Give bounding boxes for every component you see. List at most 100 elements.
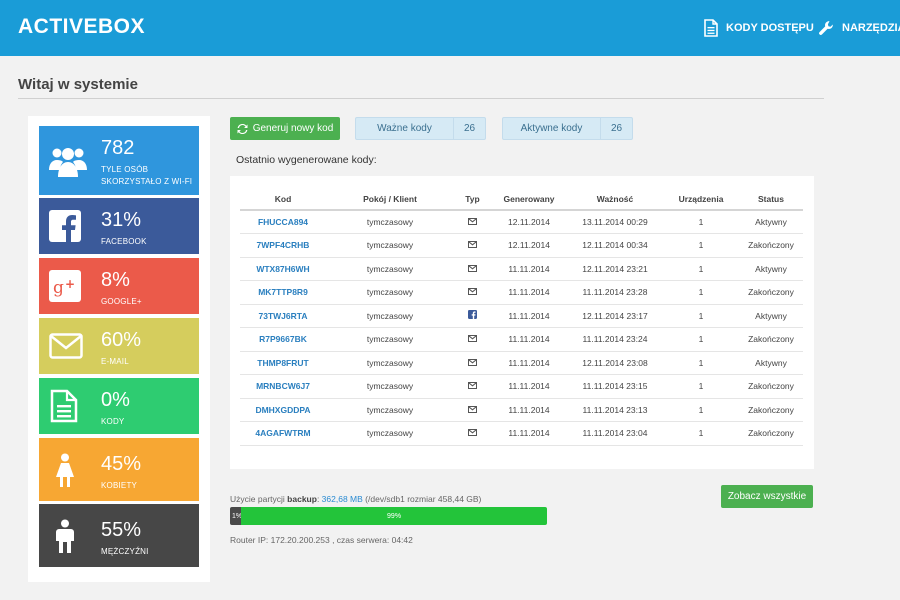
brand-logo[interactable]: ACTIVEBOX [18,15,146,38]
stat-tile-google: g + 8% GOOGLE+ [39,258,199,314]
cell-type [454,327,491,352]
envelope-icon [468,428,477,438]
svg-text:+: + [65,277,75,291]
cell-generated: 11.11.2014 [491,327,567,352]
table-row: R7P9667BK tymczasowy 11.11.2014 11.11.2014 … [240,327,803,352]
cell-type [454,304,491,328]
generate-code-button[interactable]: Generuj nowy kod [230,117,340,140]
nav-tools-label: NARZĘDZIA [842,22,900,34]
cell-type [454,210,491,234]
valid-codes-badge[interactable]: Ważne kody 26 [355,117,486,140]
col-room[interactable]: Pokój / Klient [326,188,454,211]
cell-code[interactable]: THMP8FRUT [240,351,326,375]
stat-tile-facebook: 31% FACEBOOK [39,198,199,254]
generate-code-label: Generuj nowy kod [252,123,334,134]
stat-value: 8% [101,269,130,291]
cell-validity: 11.11.2014 23:15 [567,374,663,399]
cell-validity: 11.11.2014 23:28 [567,280,663,305]
table-row: THMP8FRUT tymczasowy 11.11.2014 12.11.2014 … [240,351,803,375]
document-icon [49,388,79,424]
col-devices[interactable]: Urządzenia [663,188,739,211]
progress-used: 1% [230,507,242,525]
cell-code[interactable]: MRNBCW6J7 [240,374,326,399]
cell-code[interactable]: DMHXGDDPA [240,398,326,422]
title-divider [18,98,824,99]
cell-status: Zakończony [739,421,803,446]
envelope-icon [468,287,477,297]
envelope-icon [468,334,477,344]
cell-room: tymczasowy [326,210,454,234]
cell-type [454,374,491,399]
cell-validity: 12.11.2014 23:17 [567,304,663,328]
cell-status: Zakończony [739,233,803,258]
stat-tile-codes: 0% KODY [39,378,199,434]
cell-code[interactable]: MK7TTP8R9 [240,280,326,305]
router-info: Router IP: 172.20.200.253 , czas serwera… [230,535,413,545]
cell-room: tymczasowy [326,398,454,422]
col-status[interactable]: Status [739,188,803,211]
cell-devices: 1 [663,421,739,446]
cell-code[interactable]: 4AGAFWTRM [240,421,326,446]
valid-codes-label: Ważne kody [377,123,432,134]
stat-label: GOOGLE+ [101,297,142,306]
cell-generated: 11.11.2014 [491,398,567,422]
cell-room: tymczasowy [326,421,454,446]
cell-validity: 11.11.2014 23:24 [567,327,663,352]
table-row: MK7TTP8R9 tymczasowy 11.11.2014 11.11.2014 … [240,280,803,305]
cell-status: Zakończony [739,327,803,352]
codes-table: Kod Pokój / Klient Typ Generowany Ważnoś… [240,188,803,446]
nav-access-codes[interactable]: KODY DOSTĘPU [703,17,814,39]
cell-devices: 1 [663,304,739,328]
cell-generated: 11.11.2014 [491,374,567,399]
envelope-icon [468,240,477,250]
users-icon [49,142,87,180]
cell-devices: 1 [663,280,739,305]
usage-prefix: Użycie partycji [230,494,285,504]
active-codes-label: Aktywne kody [520,123,583,134]
cell-status: Zakończony [739,280,803,305]
envelope-icon [468,217,477,227]
stat-label: E-MAIL [101,357,129,366]
col-validity[interactable]: Ważność [567,188,663,211]
cell-code[interactable]: WTX87H6WH [240,257,326,281]
cell-code[interactable]: 73TWJ6RTA [240,304,326,328]
cell-status: Aktywny [739,257,803,281]
cell-code[interactable]: FHUCCA894 [240,210,326,234]
svg-text:g: g [53,278,64,298]
cell-code[interactable]: R7P9667BK [240,327,326,352]
stat-value: 60% [101,329,142,351]
col-type[interactable]: Typ [454,188,491,211]
refresh-icon [237,123,248,134]
see-all-button[interactable]: Zobacz wszystkie [721,485,813,508]
stat-tile-women: 45% KOBIETY [39,438,199,501]
col-code[interactable]: Kod [240,188,326,211]
cell-type [454,280,491,305]
cell-type [454,421,491,446]
active-codes-badge[interactable]: Aktywne kody 26 [502,117,633,140]
cell-type [454,233,491,258]
cell-code[interactable]: 7WPF4CRHB [240,233,326,258]
stat-value: 0% [101,389,130,411]
cell-status: Aktywny [739,210,803,234]
envelope-icon [49,332,83,360]
partition-usage: Użycie partycji backup: 362,68 MB (/dev/… [230,494,482,504]
cell-room: tymczasowy [326,374,454,399]
envelope-icon [468,358,477,368]
wrench-icon [819,20,833,35]
stats-panel: 782 TYLE OSÓB SKORZYSTAŁO Z WI-FI 31% FA… [28,116,210,582]
table-header-row: Kod Pokój / Klient Typ Generowany Ważnoś… [240,188,803,211]
envelope-icon [468,264,477,274]
stat-label: TYLE OSÓB SKORZYSTAŁO Z WI-FI [101,165,193,186]
nav-tools[interactable]: NARZĘDZIA [818,17,900,39]
cell-devices: 1 [663,210,739,234]
partition-progress-bar: 1% 99% [230,507,547,525]
envelope-icon [468,405,477,415]
cell-generated: 12.11.2014 [491,233,567,258]
cell-generated: 11.11.2014 [491,257,567,281]
cell-status: Aktywny [739,304,803,328]
stat-value: 55% [101,519,142,541]
male-icon [49,518,81,554]
cell-devices: 1 [663,351,739,375]
cell-validity: 12.11.2014 23:21 [567,257,663,281]
col-generated[interactable]: Generowany [491,188,567,211]
